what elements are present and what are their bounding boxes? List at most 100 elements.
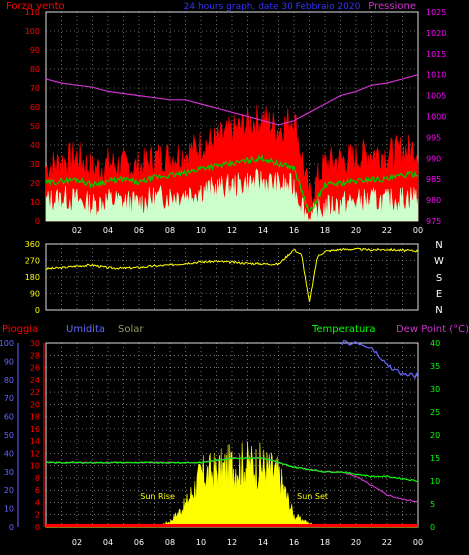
- wind-pressure-panel: 0102030405060708090100110975980985990995…: [25, 8, 447, 235]
- temp-tick-label: 40: [430, 339, 440, 348]
- rain-tick-label: 22: [30, 388, 40, 397]
- x-tick-label: 22: [382, 538, 392, 547]
- y-tick-label-pressure: 1025: [426, 8, 446, 17]
- wind-min-series: [45, 168, 419, 222]
- x-tick-label: 14: [258, 226, 268, 235]
- humidity-tick-label: 20: [4, 486, 14, 495]
- direction-tick-label: 270: [25, 257, 40, 266]
- rain-tick-label: 20: [30, 400, 40, 409]
- pressure-title: Pressione: [368, 1, 416, 12]
- rain-tick-label: 28: [30, 351, 40, 360]
- temp-tick-label: 30: [430, 385, 440, 394]
- temperature-series: [45, 456, 419, 483]
- compass-label: W: [434, 256, 444, 267]
- rain-tick-label: 16: [30, 425, 40, 434]
- x-tick-label: 04: [103, 226, 113, 235]
- dewpoint-legend: Dew Point (°C): [396, 324, 469, 335]
- x-tick-label: 10: [196, 538, 206, 547]
- rain-tick-label: 24: [30, 376, 40, 385]
- x-tick-label: 10: [196, 226, 206, 235]
- humidity-tick-label: 90: [4, 357, 14, 366]
- wind-title: Forza vento: [6, 1, 65, 12]
- y-tick-label-wind: 10: [30, 198, 40, 207]
- y-tick-label-wind: 100: [25, 27, 40, 36]
- x-tick-label: 08: [165, 538, 175, 547]
- compass-label: S: [436, 273, 442, 284]
- humidity-tick-label: 100: [0, 339, 14, 348]
- x-tick-label: 06: [134, 538, 144, 547]
- y-tick-label-pressure: 985: [426, 175, 441, 184]
- compass-label: N: [435, 240, 442, 251]
- y-tick-label-pressure: 1010: [426, 71, 446, 80]
- temp-tick-label: 35: [430, 362, 440, 371]
- rain-tick-label: 30: [30, 339, 40, 348]
- rain-humidity-solar-temp-panel: 0102030405060708090100024681012141618202…: [0, 339, 440, 547]
- rain-tick-label: 10: [30, 462, 40, 471]
- annotation-sun-set: Sun Set: [297, 492, 328, 501]
- x-tick-label: 12: [227, 538, 237, 547]
- temp-tick-label: 15: [430, 454, 440, 463]
- rain-tick-label: 0: [35, 523, 40, 532]
- pressure-series: [45, 74, 419, 126]
- compass-label: N: [435, 305, 442, 316]
- y-tick-label-pressure: 1005: [426, 92, 446, 101]
- temp-tick-label: 10: [430, 477, 440, 486]
- x-tick-label: 20: [351, 226, 361, 235]
- rain-tick-label: 12: [30, 449, 40, 458]
- humidity-series: [341, 340, 419, 380]
- x-tick-label: 20: [351, 538, 361, 547]
- direction-tick-label: 0: [35, 306, 40, 315]
- humidity-tick-label: 80: [4, 376, 14, 385]
- rain-legend: Pioggia: [2, 324, 38, 335]
- wind-direction-series: [45, 247, 419, 302]
- y-tick-label-wind: 70: [30, 84, 40, 93]
- x-tick-label: 18: [320, 226, 330, 235]
- humidity-tick-label: 30: [4, 468, 14, 477]
- y-tick-label-pressure: 995: [426, 133, 441, 142]
- y-tick-label-pressure: 1020: [426, 29, 446, 38]
- y-tick-label-pressure: 1000: [426, 113, 446, 122]
- x-tick-label: 22: [382, 226, 392, 235]
- humidity-tick-label: 60: [4, 413, 14, 422]
- humidity-tick-label: 0: [9, 523, 14, 532]
- direction-tick-label: 360: [25, 240, 40, 249]
- y-tick-label-wind: 110: [25, 8, 40, 17]
- solar-legend: Solar: [118, 324, 144, 335]
- plot-frame: [45, 243, 419, 311]
- temp-tick-label: 25: [430, 408, 440, 417]
- humidity-legend: Umidita: [66, 324, 105, 335]
- compass-label: E: [436, 289, 442, 300]
- temp-tick-label: 20: [430, 431, 440, 440]
- x-tick-label: 06: [134, 226, 144, 235]
- x-tick-label: 08: [165, 226, 175, 235]
- x-tick-label: 16: [289, 226, 299, 235]
- y-tick-label-wind: 50: [30, 122, 40, 131]
- direction-tick-label: 90: [30, 290, 40, 299]
- temperature-legend: Temperatura: [311, 324, 376, 335]
- y-tick-label-wind: 80: [30, 65, 40, 74]
- direction-tick-label: 180: [25, 273, 40, 282]
- rain-tick-label: 14: [30, 437, 40, 446]
- date-title: 24 hours graph, date 30 Febbraio 2020: [184, 2, 361, 12]
- rain-tick-label: 26: [30, 364, 40, 373]
- y-tick-label-wind: 60: [30, 103, 40, 112]
- rain-tick-label: 2: [35, 511, 40, 520]
- y-tick-label-wind: 0: [35, 217, 40, 226]
- humidity-tick-label: 10: [4, 505, 14, 514]
- y-tick-label-wind: 40: [30, 141, 40, 150]
- y-tick-label-pressure: 980: [426, 196, 441, 205]
- annotation-sun-rise: Sun Rise: [140, 492, 175, 501]
- y-tick-label-wind: 30: [30, 160, 40, 169]
- x-tick-label: 00: [413, 226, 423, 235]
- y-tick-label-pressure: 975: [426, 217, 441, 226]
- humidity-tick-label: 70: [4, 394, 14, 403]
- wind-avg-series: [45, 153, 419, 214]
- x-tick-label: 02: [72, 538, 82, 547]
- y-tick-label-pressure: 1015: [426, 50, 446, 59]
- rain-tick-label: 8: [35, 474, 40, 483]
- x-tick-label: 02: [72, 226, 82, 235]
- temp-tick-label: 5: [430, 500, 435, 509]
- x-tick-label: 00: [413, 538, 423, 547]
